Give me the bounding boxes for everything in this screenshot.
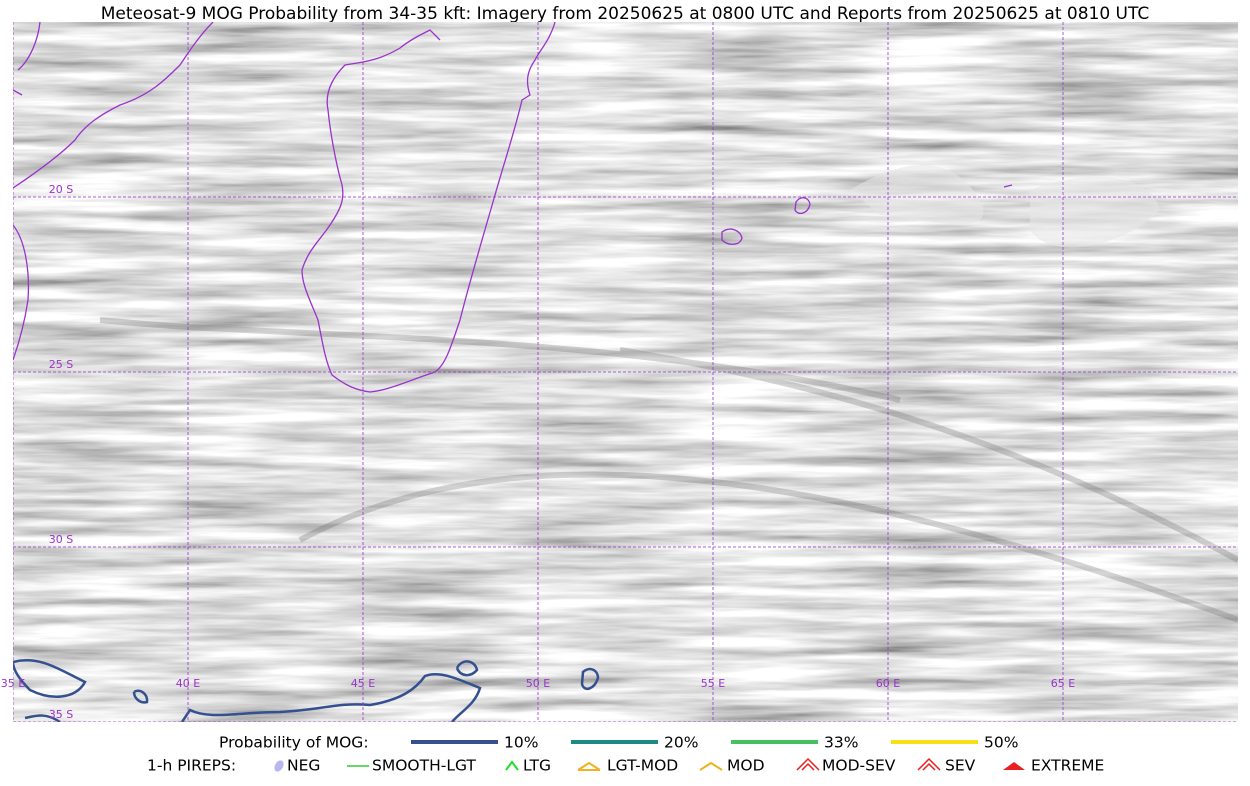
island-coast bbox=[1003, 184, 1013, 188]
map bbox=[13, 22, 1238, 722]
legend-heading: 1-h PIREPS: bbox=[147, 757, 236, 775]
pirep-icon bbox=[917, 757, 941, 771]
lon-label: 55 E bbox=[701, 677, 725, 690]
mog-contours bbox=[13, 659, 600, 722]
island-coast bbox=[794, 197, 811, 215]
pirep-icon bbox=[505, 760, 519, 771]
legend-label: EXTREME bbox=[1031, 757, 1104, 775]
graticule bbox=[13, 22, 1238, 722]
mog-contour bbox=[24, 714, 61, 722]
lat-label: 35 S bbox=[49, 708, 73, 721]
lat-label: 30 S bbox=[49, 533, 73, 546]
lat-label: 20 S bbox=[49, 183, 73, 196]
legend-label: NEG bbox=[287, 757, 320, 775]
island-coast bbox=[721, 228, 743, 245]
legend-label: SEV bbox=[945, 757, 976, 775]
legend-label: 33% bbox=[824, 734, 858, 752]
pirep-icon bbox=[274, 760, 284, 772]
africa-coast bbox=[13, 22, 41, 96]
lon-label: 40 E bbox=[176, 677, 200, 690]
legend-label: 50% bbox=[984, 734, 1018, 752]
lon-label: 60 E bbox=[876, 677, 900, 690]
pirep-icon bbox=[796, 757, 820, 771]
legend-label: LGT-MOD bbox=[607, 757, 678, 775]
coastlines bbox=[13, 22, 1013, 393]
legend-label: SMOOTH-LGT bbox=[372, 757, 476, 775]
pirep-icon bbox=[699, 761, 723, 771]
lat-label: 25 S bbox=[49, 358, 73, 371]
mog-contour bbox=[455, 660, 479, 677]
lon-label: 65 E bbox=[1051, 677, 1075, 690]
pirep-icon bbox=[1003, 762, 1025, 770]
mog-contour bbox=[580, 667, 600, 691]
madagascar-coast bbox=[301, 22, 556, 393]
legend-label: 20% bbox=[664, 734, 698, 752]
legend-label: LTG bbox=[523, 757, 551, 775]
legend-heading: Probability of MOG: bbox=[219, 734, 369, 752]
title: Meteosat-9 MOG Probability from 34-35 kf… bbox=[101, 4, 1150, 24]
legend-label: MOD-SEV bbox=[822, 757, 896, 775]
africa-coast bbox=[13, 22, 214, 189]
mog-contour bbox=[180, 672, 482, 722]
pirep-icon bbox=[577, 761, 601, 771]
legend-label: MOD bbox=[727, 757, 765, 775]
lon-label: 35 E bbox=[1, 677, 25, 690]
mog-contour bbox=[13, 659, 87, 698]
legend-label: 10% bbox=[504, 734, 538, 752]
graticule-labels: 35 E 40 E 45 E 50 E 55 E 60 E 65 E 20 S 25 S 30 S… bbox=[1, 183, 1075, 721]
lon-label: 45 E bbox=[351, 677, 375, 690]
lon-label: 50 E bbox=[526, 677, 550, 690]
africa-coast bbox=[13, 224, 30, 361]
legend: Probability of MOG: 10% 20% 33% 50% 1-h PIREP… bbox=[147, 734, 1104, 775]
mog-contour bbox=[132, 689, 149, 704]
cloud-patch bbox=[850, 165, 1160, 248]
